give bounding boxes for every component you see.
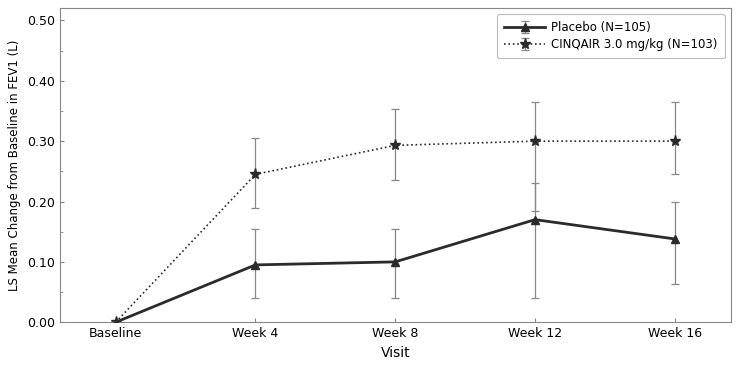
Legend: Placebo (N=105), CINQAIR 3.0 mg/kg (N=103): Placebo (N=105), CINQAIR 3.0 mg/kg (N=10… (497, 14, 725, 58)
X-axis label: Visit: Visit (381, 346, 410, 360)
Y-axis label: LS Mean Change from Baseline in FEV1 (L): LS Mean Change from Baseline in FEV1 (L) (8, 40, 21, 291)
